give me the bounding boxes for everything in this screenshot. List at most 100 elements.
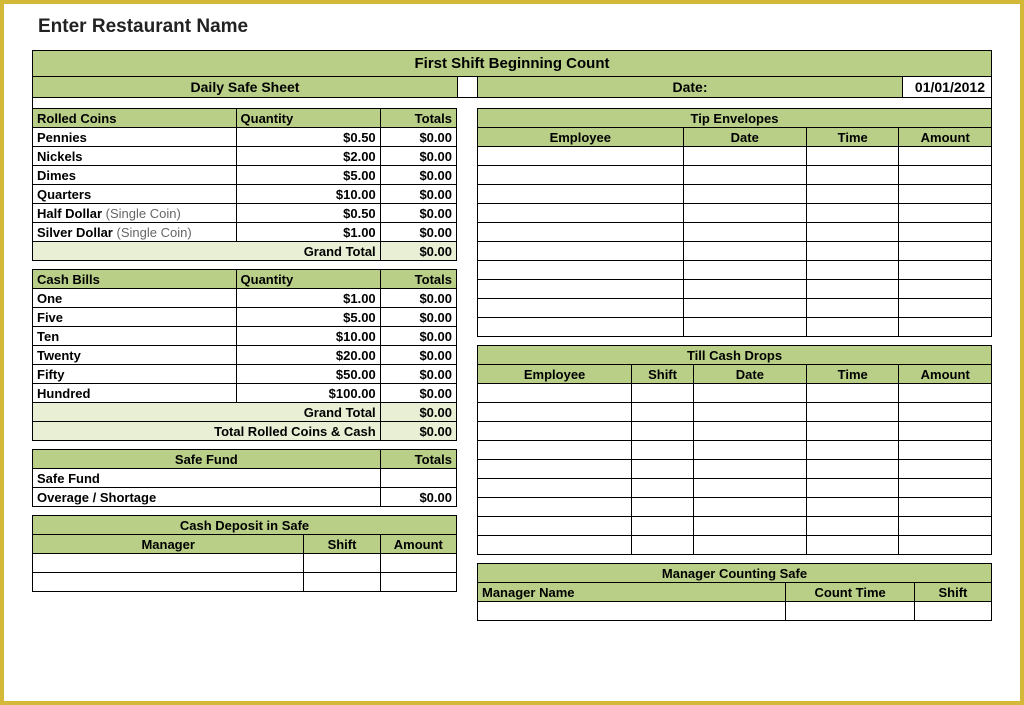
cell[interactable] — [478, 242, 684, 261]
coin-qty[interactable]: $2.00 — [236, 147, 380, 166]
cell[interactable] — [380, 554, 456, 573]
cell[interactable] — [899, 422, 992, 441]
safe-fund-total[interactable] — [380, 469, 456, 488]
coin-qty[interactable]: $10.00 — [236, 185, 380, 204]
cell[interactable] — [899, 223, 992, 242]
cell[interactable] — [478, 185, 684, 204]
cell[interactable] — [33, 573, 304, 592]
cell[interactable] — [632, 498, 694, 517]
cell[interactable] — [899, 280, 992, 299]
bill-qty[interactable]: $100.00 — [236, 384, 380, 403]
cell[interactable] — [632, 422, 694, 441]
cell[interactable] — [806, 147, 899, 166]
cell[interactable] — [478, 384, 632, 403]
cell[interactable] — [478, 460, 632, 479]
cell[interactable] — [632, 479, 694, 498]
cell[interactable] — [304, 554, 380, 573]
cell[interactable] — [693, 498, 806, 517]
bill-qty[interactable]: $50.00 — [236, 365, 380, 384]
cell[interactable] — [806, 204, 899, 223]
cell[interactable] — [683, 185, 806, 204]
cell[interactable] — [683, 147, 806, 166]
cell[interactable] — [683, 318, 806, 337]
cell[interactable] — [899, 460, 992, 479]
cell[interactable] — [806, 299, 899, 318]
safe-fund-total[interactable]: $0.00 — [380, 488, 456, 507]
date-value[interactable]: 01/01/2012 — [903, 77, 991, 97]
cell[interactable] — [899, 261, 992, 280]
cell[interactable] — [33, 554, 304, 573]
cell[interactable] — [632, 384, 694, 403]
cell[interactable] — [806, 280, 899, 299]
cell[interactable] — [693, 479, 806, 498]
cell[interactable] — [632, 460, 694, 479]
cell[interactable] — [478, 261, 684, 280]
cell[interactable] — [632, 517, 694, 536]
coin-qty[interactable]: $1.00 — [236, 223, 380, 242]
cell[interactable] — [806, 479, 899, 498]
cell[interactable] — [683, 299, 806, 318]
cell[interactable] — [380, 573, 456, 592]
cell[interactable] — [693, 422, 806, 441]
cell[interactable] — [806, 261, 899, 280]
cell[interactable] — [478, 318, 684, 337]
cell[interactable] — [478, 280, 684, 299]
cell[interactable] — [786, 602, 915, 621]
cell[interactable] — [806, 460, 899, 479]
cell[interactable] — [899, 204, 992, 223]
cell[interactable] — [806, 242, 899, 261]
cell[interactable] — [693, 403, 806, 422]
cell[interactable] — [632, 403, 694, 422]
cell[interactable] — [899, 166, 992, 185]
cell[interactable] — [478, 536, 632, 555]
cell[interactable] — [899, 242, 992, 261]
cell[interactable] — [478, 166, 684, 185]
cell[interactable] — [899, 403, 992, 422]
cell[interactable] — [683, 242, 806, 261]
cell[interactable] — [478, 479, 632, 498]
cell[interactable] — [806, 318, 899, 337]
cell[interactable] — [899, 441, 992, 460]
bill-qty[interactable]: $1.00 — [236, 289, 380, 308]
cell[interactable] — [806, 536, 899, 555]
cell[interactable] — [683, 280, 806, 299]
cell[interactable] — [693, 384, 806, 403]
cell[interactable] — [806, 185, 899, 204]
cell[interactable] — [899, 185, 992, 204]
cell[interactable] — [806, 517, 899, 536]
cell[interactable] — [806, 422, 899, 441]
cell[interactable] — [899, 536, 992, 555]
cell[interactable] — [478, 498, 632, 517]
cell[interactable] — [914, 602, 991, 621]
cell[interactable] — [478, 517, 632, 536]
cell[interactable] — [693, 517, 806, 536]
cell[interactable] — [693, 460, 806, 479]
cell[interactable] — [683, 166, 806, 185]
cell[interactable] — [899, 498, 992, 517]
cell[interactable] — [806, 166, 899, 185]
cell[interactable] — [478, 422, 632, 441]
bill-qty[interactable]: $20.00 — [236, 346, 380, 365]
cell[interactable] — [478, 403, 632, 422]
cell[interactable] — [899, 384, 992, 403]
cell[interactable] — [304, 573, 380, 592]
coin-qty[interactable]: $5.00 — [236, 166, 380, 185]
cell[interactable] — [693, 536, 806, 555]
cell[interactable] — [478, 147, 684, 166]
cell[interactable] — [899, 299, 992, 318]
cell[interactable] — [478, 602, 786, 621]
cell[interactable] — [683, 261, 806, 280]
cell[interactable] — [806, 498, 899, 517]
cell[interactable] — [632, 536, 694, 555]
cell[interactable] — [899, 479, 992, 498]
bill-qty[interactable]: $10.00 — [236, 327, 380, 346]
cell[interactable] — [899, 147, 992, 166]
cell[interactable] — [806, 223, 899, 242]
cell[interactable] — [806, 441, 899, 460]
cell[interactable] — [478, 441, 632, 460]
cell[interactable] — [683, 223, 806, 242]
cell[interactable] — [683, 204, 806, 223]
cell[interactable] — [478, 204, 684, 223]
coin-qty[interactable]: $0.50 — [236, 204, 380, 223]
cell[interactable] — [899, 517, 992, 536]
